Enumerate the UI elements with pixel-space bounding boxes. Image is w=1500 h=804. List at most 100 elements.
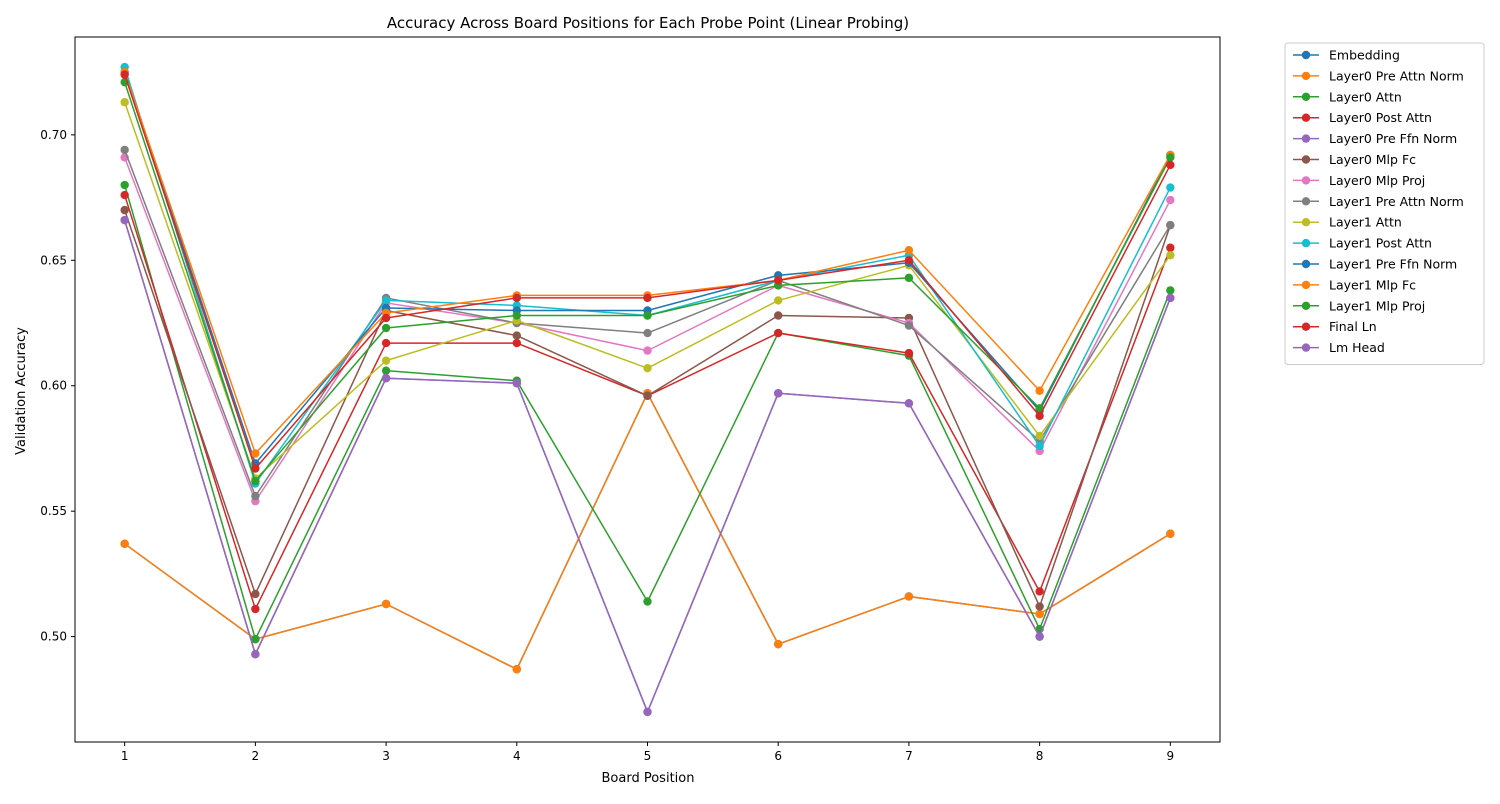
data-point: [1035, 609, 1044, 619]
legend-marker: [1301, 113, 1311, 122]
data-point: [643, 293, 652, 303]
series-line: [123, 74, 1171, 470]
series-layer1-pre-attn-norm: [120, 145, 1175, 501]
data-point: [381, 356, 391, 365]
legend-label: Layer0 Mlp Proj: [1329, 173, 1425, 188]
legend-label: Layer1 Mlp Fc: [1329, 277, 1416, 292]
series-lm-head: [120, 215, 1175, 717]
data-point: [774, 296, 783, 305]
data-point: [643, 707, 652, 717]
series-line: [123, 184, 1172, 640]
legend-marker: [1301, 50, 1311, 60]
data-point: [381, 323, 391, 333]
y-tick-label: 0.70: [40, 128, 67, 142]
data-point: [904, 246, 914, 255]
data-point: [1035, 602, 1044, 611]
legend-label: Layer0 Attn: [1329, 89, 1402, 104]
legend-item: Layer0 Mlp Proj: [1293, 173, 1425, 188]
data-point: [251, 589, 260, 599]
data-point: [512, 311, 521, 320]
data-point: [1166, 220, 1175, 230]
data-point: [251, 491, 260, 501]
data-point: [1035, 386, 1044, 395]
legend-marker: [1301, 238, 1311, 248]
data-point: [381, 313, 391, 323]
chart-title: Accuracy Across Board Positions for Each…: [387, 14, 909, 32]
legend-item: Layer1 Mlp Fc: [1293, 277, 1416, 292]
data-point: [120, 190, 129, 200]
legend-item: Embedding: [1293, 48, 1400, 63]
x-tick-label: 9: [1167, 749, 1175, 763]
legend: Embedding Layer0 Pre Attn Norm Layer0 Attn…: [1284, 42, 1485, 365]
data-point: [1166, 183, 1175, 192]
legend-label: Layer1 Post Attn: [1329, 236, 1432, 251]
data-point: [251, 634, 260, 644]
x-axis-label: Board Position: [602, 771, 695, 786]
series-line: [123, 66, 1172, 485]
data-point: [643, 311, 652, 320]
data-point: [1166, 293, 1175, 303]
series-layer1-pre-ffn-norm: [120, 67, 1175, 468]
data-point: [643, 597, 652, 606]
legend-box: [1284, 42, 1485, 365]
series-layer0-post-attn: [120, 190, 1175, 614]
series-final-ln: [120, 70, 1175, 473]
legend-label: Layer1 Pre Attn Norm: [1329, 194, 1464, 209]
data-point: [904, 592, 914, 601]
data-point: [120, 180, 129, 190]
legend-label: Layer1 Attn: [1329, 215, 1402, 230]
legend-marker: [1301, 343, 1311, 352]
y-tick-label: 0.60: [40, 379, 67, 393]
x-tick-label: 7: [905, 749, 913, 763]
legend-marker: [1301, 218, 1311, 227]
data-point: [1166, 153, 1175, 162]
data-point: [904, 399, 914, 408]
legend-label: Lm Head: [1329, 340, 1385, 355]
y-axis-label: Validation Accuracy: [14, 327, 29, 455]
axes: 1 2 3 4 5 6 7 8 9 0.50 0.55 0.60 0.65 0.70: [40, 128, 1174, 763]
data-point: [381, 338, 391, 348]
series-layer1-post-attn: [120, 62, 1175, 488]
data-point: [251, 604, 260, 614]
x-tick-label: 3: [382, 749, 390, 763]
series-line: [124, 392, 1171, 670]
data-point: [1166, 529, 1175, 538]
data-point: [120, 539, 129, 548]
legend-marker: [1301, 301, 1311, 310]
x-tick-label: 5: [644, 749, 652, 763]
data-point: [774, 389, 783, 398]
data-point: [120, 215, 129, 225]
data-point: [1166, 160, 1175, 170]
series-line: [124, 392, 1171, 670]
data-point: [381, 366, 391, 375]
data-point: [381, 296, 391, 305]
data-point: [1166, 243, 1175, 252]
legend-item: Final Ln: [1293, 319, 1377, 334]
legend-item: Layer1 Attn: [1293, 215, 1402, 230]
data-point: [774, 639, 783, 649]
data-point: [120, 70, 129, 79]
data-point: [381, 374, 391, 383]
legend-item: Layer1 Pre Attn Norm: [1293, 194, 1464, 209]
legend-item: Layer0 Pre Attn Norm: [1293, 68, 1464, 83]
data-point: [1035, 411, 1044, 421]
data-point: [1035, 441, 1044, 451]
data-point: [251, 449, 260, 458]
series-layer1-attn: [120, 98, 1175, 483]
legend-item: Layer1 Mlp Proj: [1293, 298, 1425, 313]
legend-label: Embedding: [1329, 48, 1400, 63]
data-point: [904, 348, 914, 358]
legend-marker: [1301, 92, 1311, 102]
data-point: [251, 464, 260, 473]
legend-item: Layer0 Mlp Fc: [1293, 152, 1416, 167]
data-point: [643, 346, 652, 355]
data-point: [120, 205, 129, 215]
legend-label: Layer0 Post Attn: [1329, 110, 1432, 125]
x-tick-label: 4: [513, 749, 521, 763]
legend-marker: [1301, 280, 1311, 290]
plot-area: [120, 62, 1175, 717]
data-point: [120, 145, 129, 155]
data-point: [381, 599, 391, 609]
